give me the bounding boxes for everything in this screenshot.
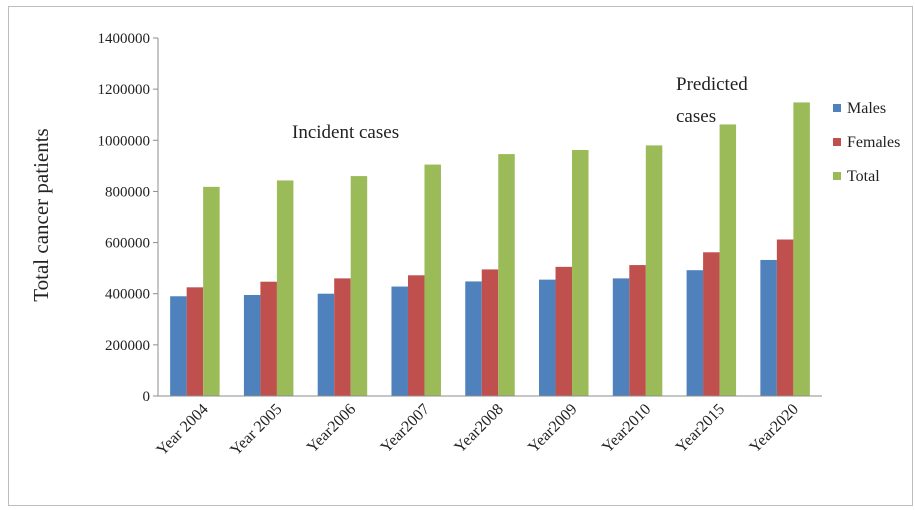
y-tick-label: 1200000 [98, 82, 151, 98]
x-tick-label: Year2007 [378, 401, 433, 456]
bar-females-0 [186, 287, 204, 396]
legend-label-males: Males [847, 100, 886, 117]
bar-total-1 [276, 180, 294, 396]
bar-females-3 [407, 275, 425, 396]
legend: Males Females Total [833, 100, 900, 185]
bar-females-5 [555, 266, 573, 396]
y-tick-label: 400000 [105, 287, 150, 303]
x-tick-label: Year2020 [746, 401, 801, 456]
bar-females-8 [776, 239, 794, 396]
bar-total-4 [498, 154, 515, 396]
bar-females-7 [703, 252, 720, 396]
bar-females-4 [481, 269, 499, 396]
y-tick-label: 600000 [105, 236, 150, 252]
legend-label-females: Females [847, 134, 900, 151]
bar-females-2 [334, 278, 351, 396]
bar-total-0 [203, 186, 220, 396]
bar-males-7 [686, 270, 704, 396]
x-tick-label: Year 2005 [227, 401, 285, 459]
y-tick-label: 200000 [105, 338, 150, 354]
bar-males-0 [170, 296, 187, 396]
bar-males-6 [612, 278, 630, 396]
bar-males-8 [760, 259, 777, 396]
annotation-incident-cases: Incident cases [292, 122, 399, 143]
legend-swatch-males [833, 104, 841, 112]
bar-males-2 [317, 293, 335, 396]
bar-males-3 [391, 286, 408, 396]
y-tick-label: 0 [143, 389, 151, 405]
x-tick-label: Year2009 [525, 401, 580, 456]
x-tick-label: Year2006 [304, 401, 359, 456]
chart-frame [8, 6, 913, 506]
bars [170, 102, 810, 396]
y-ticks: 0 200000 400000 600000 800000 1000000 1200000 1… [98, 31, 158, 405]
x-tick-label: Year2008 [451, 401, 506, 456]
annotation-predicted: Predicted [676, 74, 748, 95]
x-tick-label: Year2010 [599, 401, 654, 456]
bar-total-7 [719, 124, 737, 396]
bar-males-1 [243, 294, 261, 396]
bar-males-5 [539, 279, 556, 396]
bar-total-3 [424, 164, 441, 396]
x-ticks: Year 2004 Year 2005 Year2006 Year2007 Year20… [153, 401, 802, 459]
bar-females-1 [260, 281, 277, 396]
legend-label-total: Total [847, 168, 880, 185]
y-tick-label: 1400000 [98, 31, 151, 47]
x-tick-label: Year 2004 [153, 401, 211, 459]
bar-total-5 [572, 150, 589, 396]
annotation-cases: cases [676, 106, 716, 127]
y-tick-label: 800000 [105, 184, 150, 200]
bar-males-4 [465, 281, 482, 396]
legend-swatch-total [833, 172, 841, 180]
bar-total-6 [645, 145, 663, 396]
y-tick-label: 1000000 [98, 133, 151, 149]
x-tick-label: Year2015 [673, 401, 728, 456]
bar-females-6 [629, 265, 646, 396]
bar-total-8 [793, 102, 810, 396]
legend-swatch-females [833, 138, 841, 146]
y-axis-label: Total cancer patients [29, 128, 53, 301]
bar-total-2 [350, 176, 368, 396]
